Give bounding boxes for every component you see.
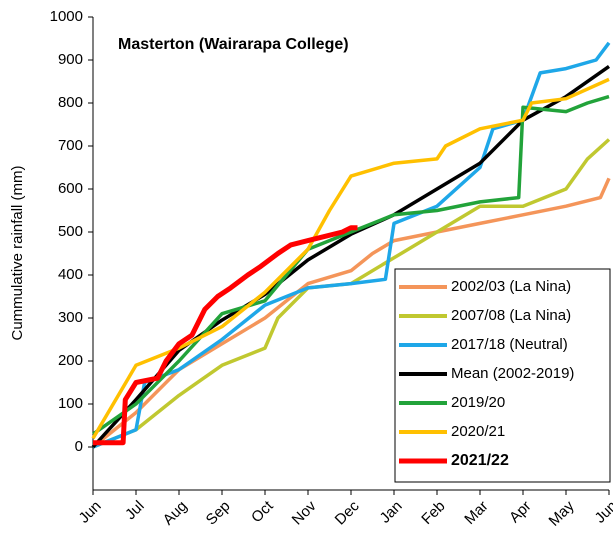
legend-label: 2002/03 (La Nina): [451, 278, 571, 295]
y-tick-label: 600: [58, 180, 83, 197]
legend-label: 2017/18 (Neutral): [451, 336, 568, 353]
series-line: [91, 77, 610, 440]
legend: 2002/03 (La Nina) 2007/08 (La Nina) 2017/1…: [394, 268, 611, 483]
y-tick-label: 900: [58, 51, 83, 68]
legend-label: Mean (2002-2019): [451, 365, 574, 382]
legend-label: 2021/22: [451, 452, 509, 469]
y-tick-label: 500: [58, 223, 83, 240]
y-tick-label: 1000: [50, 8, 83, 25]
y-tick-label: 0: [75, 438, 83, 455]
y-axis-label: Cummulative rainfall (mm): [9, 165, 26, 340]
chart-title: Masterton (Wairarapa College): [118, 36, 349, 53]
series-line: [92, 41, 611, 449]
legend-label: 2019/20: [451, 394, 505, 411]
y-tick-label: 300: [58, 309, 83, 326]
series-line: [93, 225, 358, 446]
y-tick-label: 700: [58, 137, 83, 154]
y-tick-label: 400: [58, 266, 83, 283]
series-line: [91, 94, 610, 436]
y-tick-label: 100: [58, 395, 83, 412]
legend-label: 2007/08 (La Nina): [451, 307, 571, 324]
y-tick-label: 800: [58, 94, 83, 111]
legend-label: 2020/21: [451, 423, 505, 440]
y-tick-label: 200: [58, 352, 83, 369]
